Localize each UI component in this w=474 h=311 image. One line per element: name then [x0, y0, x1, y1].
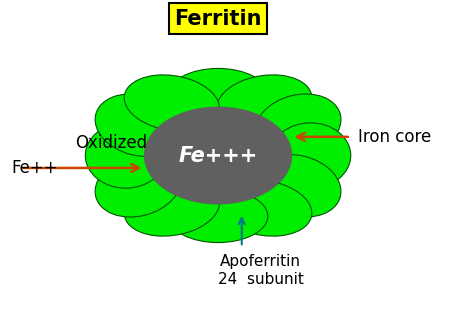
Text: Oxidized: Oxidized: [75, 134, 147, 152]
Ellipse shape: [95, 94, 181, 156]
Ellipse shape: [95, 155, 181, 217]
Ellipse shape: [168, 190, 268, 243]
Ellipse shape: [124, 180, 219, 236]
Polygon shape: [154, 114, 282, 197]
Text: Apoferritin
24  subunit: Apoferritin 24 subunit: [218, 254, 304, 287]
Ellipse shape: [255, 94, 341, 156]
Ellipse shape: [270, 123, 351, 188]
Ellipse shape: [168, 68, 268, 121]
Text: Fe+++: Fe+++: [178, 146, 258, 165]
Text: Fe++: Fe++: [12, 159, 58, 177]
Ellipse shape: [217, 75, 312, 131]
Text: Ferritin: Ferritin: [174, 9, 262, 29]
Ellipse shape: [124, 75, 219, 131]
Polygon shape: [145, 107, 292, 204]
Text: Iron core: Iron core: [358, 128, 431, 146]
Ellipse shape: [85, 123, 166, 188]
Ellipse shape: [217, 180, 312, 236]
Ellipse shape: [255, 155, 341, 217]
